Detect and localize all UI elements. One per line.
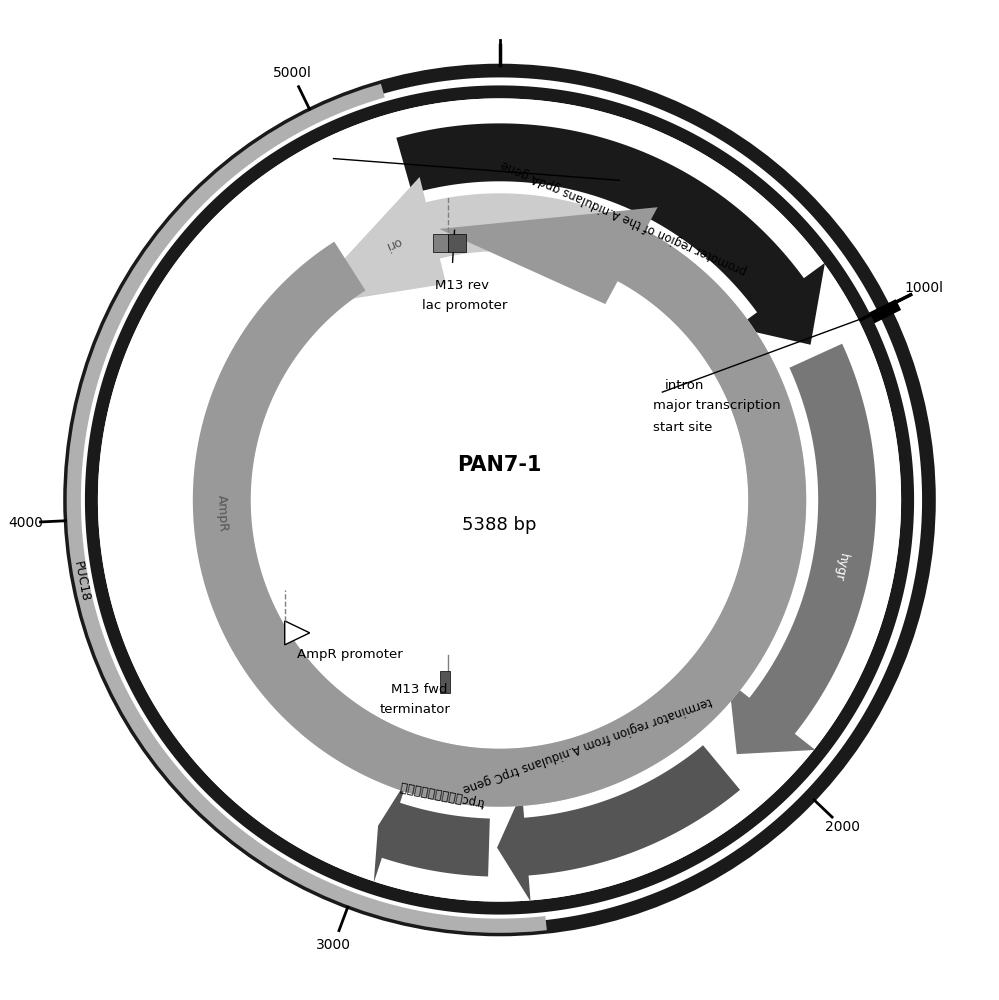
Polygon shape (729, 344, 876, 754)
Text: AmpR: AmpR (215, 494, 230, 532)
Text: PUC18: PUC18 (71, 561, 91, 604)
Text: ori: ori (383, 234, 403, 253)
Text: terminator region from A.nidulans trpC gene: terminator region from A.nidulans trpC g… (461, 694, 713, 795)
Polygon shape (397, 123, 825, 345)
Text: 5388 bp: 5388 bp (463, 516, 536, 534)
Text: promoter region of the A.nidulans gpdA gene: promoter region of the A.nidulans gpdA g… (500, 157, 749, 276)
Text: terminator: terminator (380, 703, 450, 716)
Text: lac promoter: lac promoter (422, 299, 506, 312)
Polygon shape (77, 77, 922, 923)
Text: 2000: 2000 (825, 820, 860, 834)
Text: 1000l: 1000l (904, 281, 944, 295)
Bar (448, 234, 466, 252)
Polygon shape (65, 82, 547, 935)
Polygon shape (65, 65, 934, 935)
Text: major transcription: major transcription (653, 399, 781, 412)
Polygon shape (98, 98, 901, 902)
Text: hygr: hygr (831, 552, 849, 583)
Polygon shape (65, 65, 934, 935)
Polygon shape (90, 90, 909, 910)
Polygon shape (300, 177, 806, 807)
Polygon shape (285, 621, 310, 645)
Polygon shape (374, 778, 490, 883)
Bar (440, 671, 450, 693)
Text: 3000: 3000 (317, 938, 352, 952)
Polygon shape (193, 207, 806, 807)
Text: 4000: 4000 (8, 516, 43, 530)
Text: start site: start site (653, 421, 712, 434)
Polygon shape (498, 745, 740, 901)
Bar (433, 234, 448, 252)
Text: M13 fwd: M13 fwd (392, 683, 448, 696)
Text: 5000l: 5000l (273, 66, 312, 80)
Text: PAN7-1: PAN7-1 (458, 455, 541, 475)
Text: trpc翻译区（非终止子）: trpc翻译区（非终止子） (398, 779, 486, 809)
Polygon shape (85, 85, 914, 915)
Text: AmpR promoter: AmpR promoter (297, 648, 403, 661)
Text: M13 rev: M13 rev (435, 279, 489, 292)
Bar (869, 299, 901, 323)
Text: intron: intron (664, 379, 703, 392)
